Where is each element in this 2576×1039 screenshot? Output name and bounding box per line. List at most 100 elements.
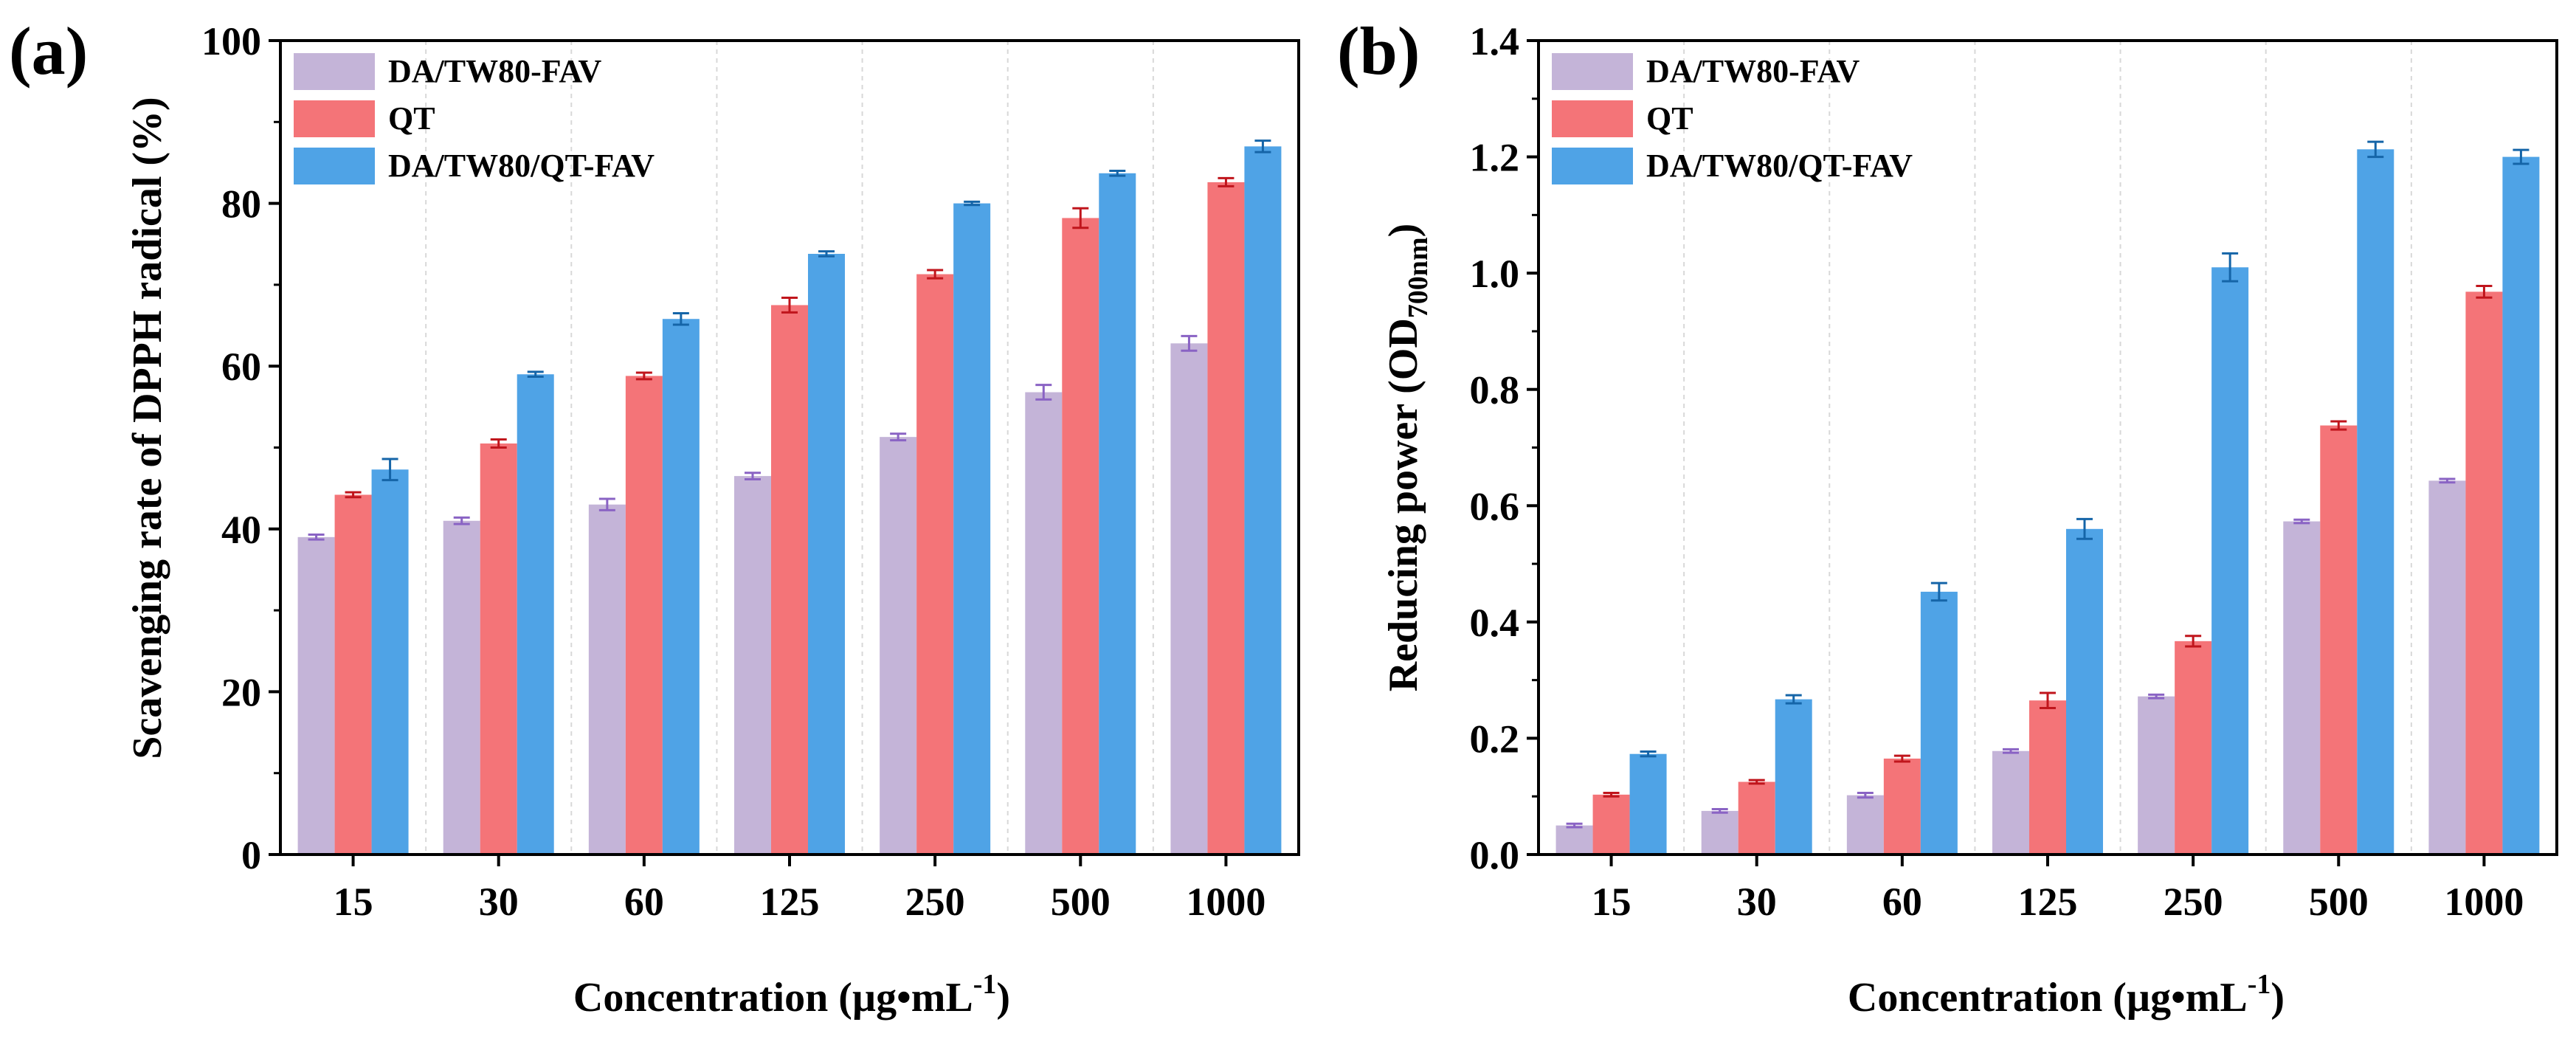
panel-a-bar	[771, 305, 808, 855]
panel-b-bar	[2357, 149, 2394, 855]
panel-b-gridlines	[1683, 41, 2412, 855]
panel-b-bar	[1555, 825, 1593, 855]
panel-b-y-tick-label: 1.0	[1470, 252, 1520, 296]
panel-a-bar	[1062, 218, 1099, 855]
panel-b-y-axis-label-end: )	[1381, 224, 1426, 238]
panel-a-bar	[371, 469, 409, 855]
panel-b-x-axis-label-end: )	[2271, 975, 2285, 1021]
panel-b-legend-label: DA/TW80-FAV	[1646, 53, 1860, 89]
panel-b-legend-swatch	[1552, 53, 1633, 90]
panel-b-y-axis-label-main: Reducing power (OD	[1381, 318, 1426, 691]
panel-b-x-tick-label: 30	[1737, 880, 1777, 924]
panel-b-bar	[2283, 521, 2321, 855]
panel-a-x-tick-label: 500	[1051, 880, 1111, 924]
panel-a-x-tick-label: 60	[624, 880, 664, 924]
panel-a-bar	[880, 437, 917, 855]
panel-b-bar	[1775, 699, 1812, 855]
panel-b-y-axis-label: Reducing power (OD700nm)	[1381, 224, 1434, 692]
panel-a-x-tick-label: 15	[334, 880, 373, 924]
panel-a-x-axis-label-sup: -1	[973, 969, 997, 1000]
panel-a-bar	[588, 504, 626, 855]
panel-a-legend-swatch	[294, 148, 375, 184]
panel-a-bar	[1244, 146, 1282, 855]
panel-a-y-tick-label: 60	[221, 345, 261, 389]
panel-a-bar	[443, 520, 480, 855]
panel-a-legend-swatch	[294, 100, 375, 137]
panel-b-bar	[2428, 480, 2466, 855]
panel-a-axes: 0 20 40 60 80 100 15 30 60 125 250 500 1000	[201, 19, 1300, 924]
panel-a-bar	[808, 253, 845, 855]
panel-b-x-tick-label: 15	[1592, 880, 1631, 924]
panel-b-x-axis-label: Concentration (µg•mL-1)	[1848, 969, 2285, 1021]
panel-b-legend-swatch	[1552, 148, 1633, 184]
panel-b-y-axis-label-sub: 700nm	[1403, 237, 1434, 318]
panel-a-legend-label: DA/TW80/QT-FAV	[388, 148, 655, 184]
panel-a-legend-swatch	[294, 53, 375, 90]
panel-a-y-tick-label: 100	[201, 19, 261, 63]
panel-b-bar	[1629, 753, 1667, 855]
panel-a-x-axis-label-end: )	[996, 975, 1010, 1021]
panel-b-x-axis-label-main: Concentration (µg•mL	[1848, 975, 2248, 1021]
panel-a-gridlines	[425, 41, 1154, 855]
panel-b-x-axis-label-sup: -1	[2248, 969, 2271, 1000]
panel-b-bar	[1738, 781, 1775, 855]
panel-b-legend-swatch	[1552, 100, 1633, 137]
panel-b-x-tick-label: 125	[2018, 880, 2078, 924]
panel-b-bars	[1555, 140, 2540, 855]
panel-a: (a) 0 20 40 60 80 100 15 30 60 125 250 500 1000 DA/T…	[9, 13, 1300, 1021]
panel-a-x-axis-label-main: Concentration (µg•mL	[573, 975, 973, 1021]
panel-a-bar	[1170, 343, 1208, 855]
panel-a-label: (a)	[9, 13, 88, 89]
panel-b-bar	[2138, 696, 2175, 855]
panel-a-x-axis-label: Concentration (µg•mL-1)	[573, 969, 1010, 1021]
panel-b-bar	[2175, 641, 2212, 855]
panel-b-x-tick-label: 60	[1882, 880, 1922, 924]
panel-b-bar	[1592, 794, 1630, 855]
panel-b-bar	[1992, 750, 2029, 855]
panel-b-bar	[2029, 700, 2066, 855]
panel-b-bar	[2211, 267, 2249, 855]
panel-b-bar	[2320, 425, 2358, 855]
panel-a-legend-label: QT	[388, 100, 435, 137]
panel-b-bar	[2502, 156, 2540, 855]
panel-b-y-tick-label: 0.8	[1470, 368, 1520, 413]
panel-b-x-tick-label: 500	[2309, 880, 2369, 924]
panel-b-y-tick-label: 0.0	[1470, 833, 1520, 877]
panel-a-bar	[916, 274, 954, 855]
panel-b-bar	[2465, 291, 2503, 855]
panel-a-y-tick-label: 40	[221, 508, 261, 552]
panel-b-bar	[1920, 591, 1958, 855]
panel-b-y-tick-label: 0.6	[1470, 484, 1520, 528]
panel-a-bar	[662, 319, 700, 855]
panel-a-bar	[297, 536, 335, 855]
panel-b-axes: 0.0 0.2 0.4 0.6 0.8 1.0 1.2 1.4 15 30 60 125 250 500 1…	[1470, 19, 2558, 924]
panel-b-legend: DA/TW80-FAV QT DA/TW80/QT-FAV	[1552, 53, 1913, 184]
panel-b: (b) 0.0 0.2 0.4 0.6 0.8 1.0 1.2 1.4 15 30 60 125 250…	[1337, 13, 2558, 1021]
panel-a-bar	[953, 203, 991, 855]
panel-b-label: (b)	[1337, 13, 1420, 89]
panel-b-legend-label: QT	[1646, 100, 1693, 137]
panel-a-y-tick-label: 0	[241, 833, 261, 877]
panel-a-bar	[517, 374, 554, 855]
panel-b-x-tick-label: 1000	[2444, 880, 2524, 924]
panel-a-bar	[625, 376, 663, 855]
panel-a-x-tick-label: 125	[760, 880, 820, 924]
panel-b-y-tick-label: 1.2	[1470, 136, 1520, 180]
panel-b-legend-label: DA/TW80/QT-FAV	[1646, 148, 1913, 184]
panel-a-x-tick-label: 250	[905, 880, 965, 924]
panel-b-bar	[2066, 528, 2103, 855]
panel-a-y-tick-label: 80	[221, 182, 261, 227]
panel-a-bar	[1207, 182, 1245, 855]
panel-b-y-tick-label: 0.4	[1470, 601, 1520, 645]
panel-a-bar	[1099, 173, 1136, 855]
panel-a-y-axis-label: Scavenging rate of DPPH radical (%)	[125, 97, 170, 759]
panel-a-x-tick-label: 30	[479, 880, 519, 924]
panel-a-legend-label: DA/TW80-FAV	[388, 53, 601, 89]
panel-a-bar	[480, 443, 517, 855]
panel-b-bar	[1701, 810, 1738, 855]
panel-b-y-tick-label: 0.2	[1470, 717, 1520, 761]
panel-a-bar	[1025, 392, 1063, 855]
panel-b-x-tick-label: 250	[2164, 880, 2223, 924]
panel-a-bar	[334, 494, 372, 855]
